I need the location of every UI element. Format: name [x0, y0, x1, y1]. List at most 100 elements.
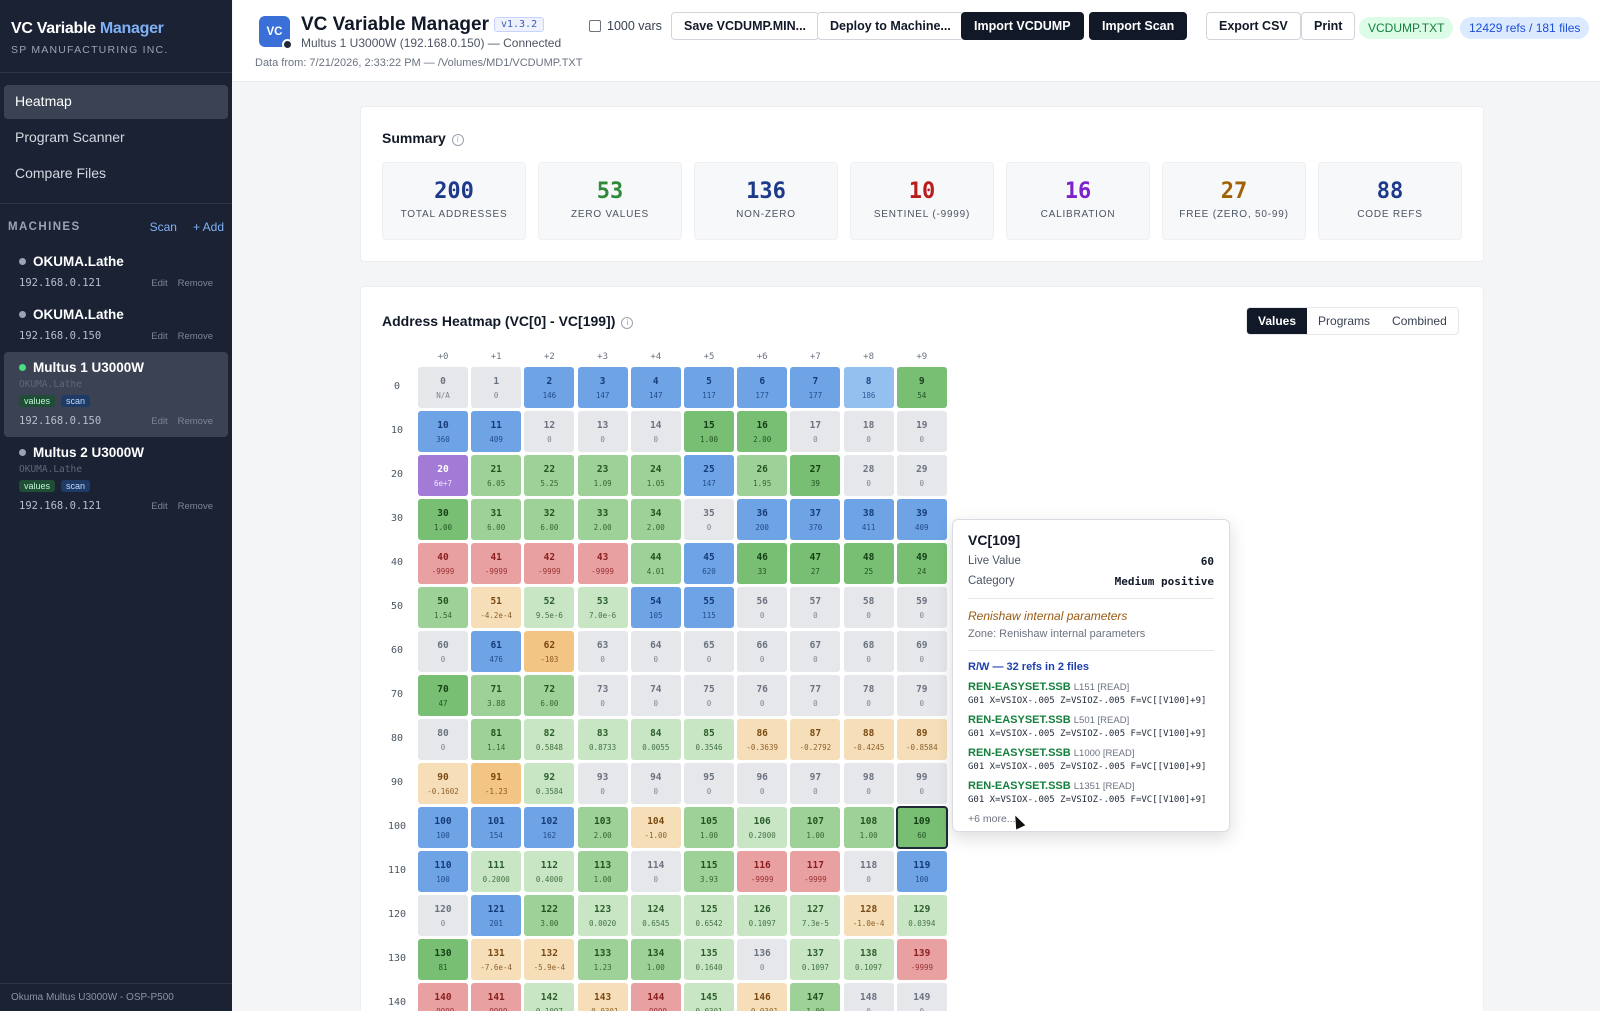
heatmap-cell[interactable]: 13 0	[577, 411, 628, 452]
heatmap-cell[interactable]: 36 200	[737, 499, 788, 540]
heatmap-cell[interactable]: 15 1.00	[684, 411, 734, 452]
heatmap-cell[interactable]: 70 47	[418, 675, 468, 716]
heatmap-cell[interactable]: 95 0	[684, 763, 734, 804]
ref-item[interactable]: REN-EASYSET.SSB L1351 [READ] G01 X=VSIOX-…	[968, 780, 1214, 805]
heatmap-cell[interactable]: 142 0.1097	[524, 983, 575, 1011]
heatmap-cell[interactable]: 12 0	[524, 411, 575, 452]
heatmap-cell[interactable]: 103 2.00	[577, 807, 628, 848]
heatmap-cell[interactable]: 60 0	[418, 631, 468, 672]
heatmap-cell[interactable]: 120 0	[418, 895, 468, 936]
heatmap-cell[interactable]: 37 370	[790, 499, 841, 540]
heatmap-cell[interactable]: 65 0	[684, 631, 734, 672]
heatmap-cell[interactable]: 0 N/A	[418, 367, 468, 408]
heatmap-cell[interactable]: 38 411	[843, 499, 894, 540]
heatmap-cell[interactable]: 147 1.00	[790, 983, 841, 1011]
heatmap-cell[interactable]: 92 0.3584	[524, 763, 575, 804]
heatmap-cell[interactable]: 100 100	[418, 807, 468, 848]
heatmap-cell[interactable]: 23 1.09	[577, 455, 628, 496]
heatmap-cell[interactable]: 134 1.00	[630, 939, 681, 980]
heatmap-cell[interactable]: 140 -9999	[418, 983, 468, 1011]
heatmap-cell[interactable]: 82 0.5848	[524, 719, 575, 760]
heatmap-cell[interactable]: 31 6.00	[471, 499, 522, 540]
heatmap-cell[interactable]: 132 -5.9e-4	[524, 939, 575, 980]
heatmap-cell[interactable]: 14 0	[630, 411, 681, 452]
heatmap-cell[interactable]: 88 -0.4245	[843, 719, 894, 760]
deploy-to-machine-button[interactable]: Deploy to Machine...	[817, 12, 964, 40]
heatmap-cell[interactable]: 85 0.3546	[684, 719, 734, 760]
heatmap-cell[interactable]: 110 100	[418, 851, 468, 892]
heatmap-cell[interactable]: 45 620	[684, 543, 734, 584]
remove-machine-link[interactable]: Remove	[177, 277, 213, 289]
heatmap-cell[interactable]: 35 0	[684, 499, 734, 540]
heatmap-cell[interactable]: 131 -7.6e-4	[471, 939, 522, 980]
heatmap-cell[interactable]: 57 0	[790, 587, 841, 628]
heatmap-cell[interactable]: 28 0	[843, 455, 894, 496]
heatmap-cell[interactable]: 144 -9999	[630, 983, 681, 1011]
heatmap-cell[interactable]: 109 60	[895, 806, 948, 849]
heatmap-cell[interactable]: 102 162	[524, 807, 575, 848]
heatmap-cell[interactable]: 117 -9999	[790, 851, 841, 892]
heatmap-cell[interactable]: 113 1.00	[577, 851, 628, 892]
heatmap-cell[interactable]: 114 0	[630, 851, 681, 892]
heatmap-cell[interactable]: 27 39	[790, 455, 841, 496]
heatmap-cell[interactable]: 42 -9999	[524, 543, 575, 584]
print-button[interactable]: Print	[1301, 12, 1356, 40]
heatmap-cell[interactable]: 121 201	[471, 895, 522, 936]
heatmap-cell[interactable]: 97 0	[790, 763, 841, 804]
heatmap-cell[interactable]: 98 0	[843, 763, 894, 804]
heatmap-cell[interactable]: 63 0	[577, 631, 628, 672]
1000-vars-checkbox[interactable]: 1000 vars	[589, 12, 662, 40]
machine-item[interactable]: OKUMA.Lathe 192.168.0.121 Edit Remove	[4, 246, 228, 299]
heatmap-cell[interactable]: 7 177	[790, 367, 841, 408]
edit-machine-link[interactable]: Edit	[151, 500, 168, 512]
heatmap-cell[interactable]: 33 2.00	[577, 499, 628, 540]
heatmap-cell[interactable]: 67 0	[790, 631, 841, 672]
import-scan-button[interactable]: Import Scan	[1089, 12, 1188, 40]
heatmap-cell[interactable]: 127 7.3e-5	[790, 895, 841, 936]
heatmap-cell[interactable]: 56 0	[737, 587, 788, 628]
heatmap-cell[interactable]: 139 -9999	[896, 939, 947, 980]
heatmap-cell[interactable]: 99 0	[896, 763, 947, 804]
heatmap-cell[interactable]: 133 1.23	[577, 939, 628, 980]
heatmap-cell[interactable]: 48 25	[843, 543, 894, 584]
heatmap-cell[interactable]: 73 0	[577, 675, 628, 716]
ref-item[interactable]: REN-EASYSET.SSB L1000 [READ] G01 X=VSIOX-…	[968, 747, 1214, 772]
heatmap-cell[interactable]: 89 -0.8584	[896, 719, 947, 760]
heatmap-cell[interactable]: 148 0	[843, 983, 894, 1011]
info-icon[interactable]: i	[621, 317, 634, 329]
heatmap-cell[interactable]: 41 -9999	[471, 543, 522, 584]
heatmap-cell[interactable]: 8 186	[843, 367, 894, 408]
heatmap-cell[interactable]: 61 476	[471, 631, 522, 672]
machine-item[interactable]: OKUMA.Lathe 192.168.0.150 Edit Remove	[4, 299, 228, 352]
heatmap-cell[interactable]: 71 3.88	[471, 675, 522, 716]
heatmap-cell[interactable]: 104 -1.00	[630, 807, 681, 848]
heatmap-cell[interactable]: 50 1.54	[418, 587, 468, 628]
add-machine-link[interactable]: + Add	[192, 220, 224, 234]
heatmap-cell[interactable]: 64 0	[630, 631, 681, 672]
heatmap-cell[interactable]: 20 6e+7	[418, 455, 468, 496]
heatmap-cell[interactable]: 9 54	[896, 367, 947, 408]
heatmap-cell[interactable]: 78 0	[843, 675, 894, 716]
heatmap-cell[interactable]: 96 0	[737, 763, 788, 804]
edit-machine-link[interactable]: Edit	[151, 277, 168, 289]
heatmap-cell[interactable]: 49 24	[896, 543, 947, 584]
heatmap-cell[interactable]: 11 409	[471, 411, 522, 452]
ref-item[interactable]: REN-EASYSET.SSB L151 [READ] G01 X=VSIOX-.…	[968, 681, 1214, 706]
heatmap-cell[interactable]: 94 0	[630, 763, 681, 804]
heatmap-cell[interactable]: 51 -4.2e-4	[471, 587, 522, 628]
heatmap-cell[interactable]: 39 409	[896, 499, 947, 540]
mode-values-tab[interactable]: Values	[1247, 308, 1308, 334]
heatmap-cell[interactable]: 3 147	[577, 367, 628, 408]
checkbox-icon[interactable]	[589, 20, 601, 32]
heatmap-cell[interactable]: 66 0	[737, 631, 788, 672]
heatmap-cell[interactable]: 77 0	[790, 675, 841, 716]
heatmap-cell[interactable]: 93 0	[577, 763, 628, 804]
heatmap-cell[interactable]: 84 0.0055	[630, 719, 681, 760]
heatmap-cell[interactable]: 69 0	[896, 631, 947, 672]
heatmap-cell[interactable]: 83 0.8733	[577, 719, 628, 760]
heatmap-cell[interactable]: 6 177	[737, 367, 788, 408]
scan-machines-link[interactable]: Scan	[149, 220, 177, 234]
heatmap-cell[interactable]: 22 5.25	[524, 455, 575, 496]
